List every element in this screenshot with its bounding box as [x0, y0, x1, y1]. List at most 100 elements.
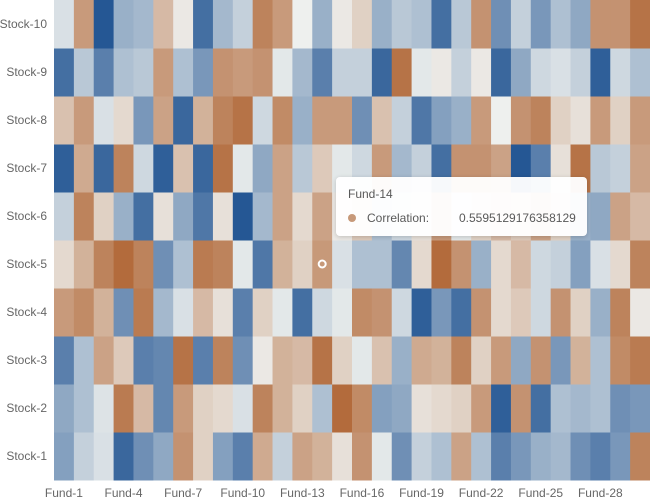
heatmap-cell[interactable] [630, 48, 650, 97]
heatmap-cell[interactable] [73, 144, 95, 193]
heatmap-cell[interactable] [292, 384, 313, 433]
heatmap-cell[interactable] [73, 432, 95, 481]
heatmap-cell[interactable] [73, 336, 95, 385]
heatmap-cell[interactable] [431, 0, 452, 49]
heatmap-cell[interactable] [471, 288, 492, 337]
heatmap-cell[interactable] [232, 432, 254, 481]
heatmap-cell[interactable] [590, 0, 611, 49]
heatmap-cell[interactable] [550, 384, 572, 433]
heatmap-cell[interactable] [411, 432, 432, 481]
heatmap-cell[interactable] [332, 96, 353, 145]
heatmap-cell[interactable] [292, 192, 313, 241]
heatmap-cell[interactable] [371, 240, 393, 289]
heatmap-cell[interactable] [54, 432, 75, 481]
heatmap-cell[interactable] [411, 240, 432, 289]
heatmap-cell[interactable] [153, 96, 174, 145]
heatmap-cell[interactable] [212, 48, 234, 97]
heatmap-cell[interactable] [272, 336, 293, 385]
heatmap-cell[interactable] [232, 240, 254, 289]
heatmap-cell[interactable] [252, 336, 274, 385]
heatmap-cell[interactable] [232, 96, 254, 145]
heatmap-cell[interactable] [232, 0, 254, 49]
heatmap-cell[interactable] [391, 288, 413, 337]
heatmap-cell[interactable] [292, 336, 313, 385]
heatmap-cell[interactable] [312, 0, 333, 49]
heatmap-cell[interactable] [173, 384, 194, 433]
heatmap-cell[interactable] [610, 192, 631, 241]
heatmap-cell[interactable] [630, 96, 650, 145]
heatmap-cell[interactable] [451, 432, 472, 481]
heatmap-cell[interactable] [530, 432, 552, 481]
heatmap-cell[interactable] [352, 48, 373, 97]
heatmap-cell[interactable] [173, 192, 194, 241]
heatmap-cell[interactable] [212, 96, 234, 145]
heatmap-cell[interactable] [212, 192, 234, 241]
heatmap-cell[interactable] [630, 384, 650, 433]
heatmap-cell[interactable] [193, 336, 214, 385]
heatmap-cell[interactable] [550, 432, 572, 481]
heatmap-cell[interactable] [193, 384, 214, 433]
heatmap-cell[interactable] [133, 384, 154, 433]
heatmap-cell[interactable] [252, 96, 274, 145]
heatmap-cell[interactable] [530, 384, 552, 433]
heatmap-cell[interactable] [491, 96, 512, 145]
heatmap-cell[interactable] [550, 336, 572, 385]
heatmap-cell[interactable] [491, 336, 512, 385]
heatmap-cell[interactable] [252, 288, 274, 337]
heatmap-cell[interactable] [610, 0, 631, 49]
heatmap-cell[interactable] [570, 0, 591, 49]
heatmap-cell[interactable] [54, 0, 75, 49]
heatmap-cell[interactable] [371, 336, 393, 385]
heatmap-cell[interactable] [153, 144, 174, 193]
heatmap-cell[interactable] [312, 192, 333, 241]
heatmap-cell[interactable] [173, 432, 194, 481]
heatmap-cell[interactable] [312, 288, 333, 337]
heatmap-cell[interactable] [93, 240, 115, 289]
heatmap-cell[interactable] [391, 432, 413, 481]
heatmap-cell[interactable] [153, 0, 174, 49]
heatmap-cell[interactable] [193, 192, 214, 241]
heatmap-cell[interactable] [54, 96, 75, 145]
heatmap-cell[interactable] [54, 192, 75, 241]
heatmap-cell[interactable] [352, 288, 373, 337]
heatmap-cell[interactable] [590, 192, 611, 241]
heatmap-cell[interactable] [352, 432, 373, 481]
heatmap-cell[interactable] [352, 240, 373, 289]
heatmap-cell[interactable] [510, 432, 532, 481]
heatmap-cell[interactable] [54, 240, 75, 289]
heatmap-cell[interactable] [113, 192, 134, 241]
heatmap-cell[interactable] [550, 48, 572, 97]
heatmap-cell[interactable] [73, 96, 95, 145]
heatmap-cell[interactable] [332, 0, 353, 49]
heatmap-cell[interactable] [590, 144, 611, 193]
heatmap-cell[interactable] [153, 432, 174, 481]
heatmap-cell[interactable] [610, 144, 631, 193]
heatmap-cell[interactable] [73, 0, 95, 49]
heatmap-cell[interactable] [272, 288, 293, 337]
heatmap-cell[interactable] [212, 144, 234, 193]
heatmap-cell[interactable] [312, 96, 333, 145]
heatmap-cell[interactable] [530, 0, 552, 49]
heatmap-cell[interactable] [610, 48, 631, 97]
heatmap-cell[interactable] [113, 240, 134, 289]
heatmap-cell[interactable] [133, 144, 154, 193]
heatmap-cell[interactable] [212, 240, 234, 289]
heatmap-cell[interactable] [54, 384, 75, 433]
heatmap-cell[interactable] [590, 432, 611, 481]
heatmap-cell[interactable] [133, 0, 154, 49]
heatmap-cell[interactable] [173, 0, 194, 49]
heatmap-cell[interactable] [212, 384, 234, 433]
heatmap-cell[interactable] [371, 0, 393, 49]
heatmap-cell[interactable] [133, 336, 154, 385]
heatmap-cell[interactable] [510, 96, 532, 145]
heatmap-cell[interactable] [630, 432, 650, 481]
heatmap-cell[interactable] [272, 96, 293, 145]
heatmap-cell[interactable] [332, 240, 353, 289]
heatmap-cell[interactable] [173, 240, 194, 289]
heatmap-cell[interactable] [550, 288, 572, 337]
heatmap-cell[interactable] [232, 336, 254, 385]
heatmap-cell[interactable] [570, 96, 591, 145]
heatmap-cell[interactable] [352, 384, 373, 433]
heatmap-cell[interactable] [312, 336, 333, 385]
heatmap-cell[interactable] [451, 0, 472, 49]
